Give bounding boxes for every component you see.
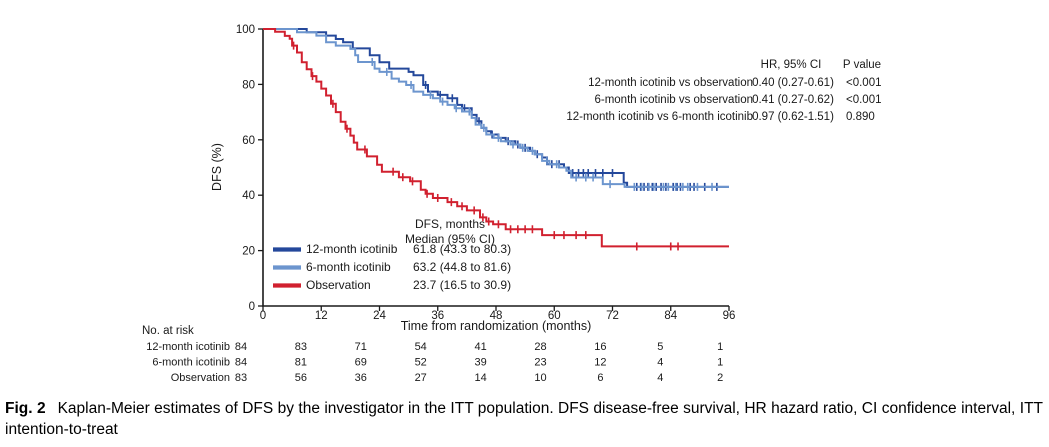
y-tick-label-60: 60 <box>242 135 255 147</box>
risk-count: 10 <box>534 372 546 384</box>
legend-swatches <box>273 247 301 288</box>
x-tick-label-72: 72 <box>606 310 619 322</box>
risk-count: 27 <box>415 372 427 384</box>
risk-count: 84 <box>235 341 247 353</box>
risk-count: 36 <box>355 372 367 384</box>
hr-row-comparison: 6-month icotinib vs observation <box>594 94 753 106</box>
legend-median-value: 23.7 (16.5 to 30.9) <box>413 278 511 292</box>
risk-table-values: 84 83 71 54 41 28 16 5 184 81 69 52 39 23 12 4 183 56 36 27… <box>235 341 723 384</box>
legend-series-label: 12-month icotinib <box>306 242 398 256</box>
risk-table: No. at risk 12-month icotinib 6-month ic… <box>142 325 723 384</box>
risk-row-label: 6-month icotinib <box>152 357 230 369</box>
risk-row-label: Observation <box>171 372 230 384</box>
figure-caption: Fig. 2 Kaplan-Meier estimates of DFS by t… <box>5 399 1043 440</box>
km-curves <box>263 28 729 251</box>
risk-count: 12 <box>594 357 606 369</box>
caption-label: Fig. 2 <box>5 400 46 417</box>
median-legend-header1: DFS, months <box>415 217 485 231</box>
risk-count: 56 <box>295 372 307 384</box>
risk-count: 54 <box>415 341 427 353</box>
risk-count: 6 <box>597 372 603 384</box>
risk-count: 4 <box>657 372 663 384</box>
hr-row-comparison: 12-month icotinib vs observation <box>588 77 753 89</box>
hr-row-pvalue: 0.890 <box>846 111 875 123</box>
risk-count: 69 <box>355 357 367 369</box>
y-tick-label-80: 80 <box>242 79 255 91</box>
x-tick-label-48: 48 <box>490 310 503 322</box>
y-tick-label-40: 40 <box>242 190 255 202</box>
risk-count: 71 <box>355 341 367 353</box>
hr-row-value: 0.97 (0.62-1.51) <box>752 111 834 123</box>
risk-count: 84 <box>235 357 247 369</box>
hr-row-pvalue: <0.001 <box>846 77 882 89</box>
x-axis-title: Time from randomization (months) <box>401 319 592 333</box>
axes: 0 20 40 60 80 100 0 12 24 36 48 60 72 84 96 <box>236 24 736 322</box>
legend-median-value: 63.2 (44.8 to 81.6) <box>413 260 511 274</box>
hr-row-comparison: 12-month icotinib vs 6-month icotinib <box>566 111 753 123</box>
risk-count: 39 <box>474 357 486 369</box>
legend-series-label: Observation <box>306 278 371 292</box>
risk-count: 16 <box>594 341 606 353</box>
risk-count: 14 <box>474 372 486 384</box>
x-tick-label-0: 0 <box>260 310 266 322</box>
risk-count: 83 <box>295 341 307 353</box>
hr-table-header-p: P value <box>843 59 881 71</box>
x-tick-label-24: 24 <box>373 310 386 322</box>
legend-series-label: 6-month icotinib <box>306 260 391 274</box>
x-tick-label-36: 36 <box>431 310 444 322</box>
risk-count: 1 <box>717 341 723 353</box>
risk-count: 83 <box>235 372 247 384</box>
risk-table-title: No. at risk <box>142 325 194 337</box>
hr-row-pvalue: <0.001 <box>846 94 882 106</box>
legend-median-value: 61.8 (43.3 to 80.3) <box>413 242 511 256</box>
km-curve-6-month-icotinib <box>263 28 729 188</box>
risk-count: 81 <box>295 357 307 369</box>
km-curve-12-month-icotinib <box>263 28 729 188</box>
caption-text: Kaplan-Meier estimates of DFS by the inv… <box>5 400 1043 438</box>
x-tick-label-60: 60 <box>548 310 561 322</box>
risk-count: 23 <box>534 357 546 369</box>
y-axis-title: DFS (%) <box>210 143 224 191</box>
risk-count: 4 <box>657 357 663 369</box>
median-legend: DFS, months Median (95% CI) 12-month ico… <box>306 217 511 292</box>
hr-table-header-hr: HR, 95% CI <box>761 59 822 71</box>
median-legend-header2: Median (95% CI) <box>405 232 495 246</box>
y-tick-label-0: 0 <box>249 301 255 313</box>
y-tick-label-20: 20 <box>242 246 255 258</box>
km-chart: DFS (%) Time from randomization (months)… <box>142 24 882 384</box>
risk-count: 2 <box>717 372 723 384</box>
hr-table: HR, 95% CI P value 12-month icotinib vs … <box>566 59 881 123</box>
risk-row-label: 12-month icotinib <box>146 341 230 353</box>
risk-count: 52 <box>415 357 427 369</box>
y-tick-label-100: 100 <box>236 24 255 36</box>
risk-count: 41 <box>474 341 486 353</box>
x-tick-label-12: 12 <box>315 310 328 322</box>
hr-row-value: 0.40 (0.27-0.61) <box>752 77 834 89</box>
x-tick-label-84: 84 <box>664 310 677 322</box>
km-curve-observation <box>263 28 729 248</box>
risk-count: 5 <box>657 341 663 353</box>
hr-row-value: 0.41 (0.27-0.62) <box>752 94 834 106</box>
x-tick-label-96: 96 <box>723 310 736 322</box>
risk-count: 28 <box>534 341 546 353</box>
risk-count: 1 <box>717 357 723 369</box>
